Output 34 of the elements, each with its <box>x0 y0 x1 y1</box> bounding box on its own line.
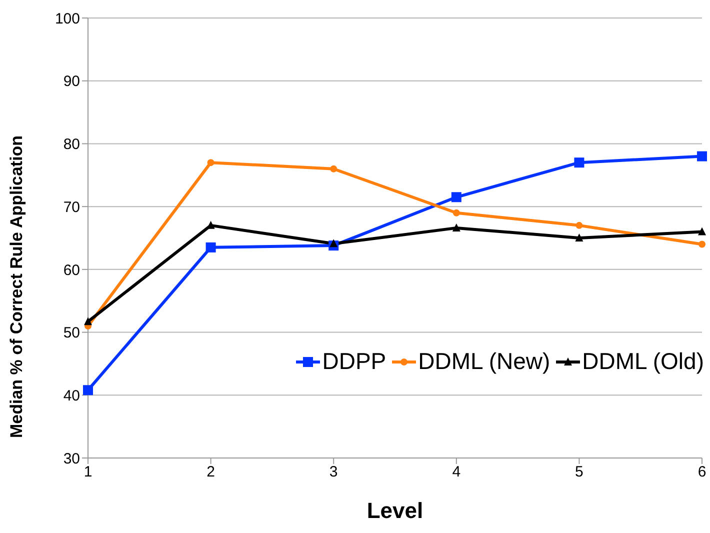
point <box>451 192 462 202</box>
point <box>576 222 583 229</box>
x-tick-label: 1 <box>84 464 92 481</box>
point <box>330 165 338 172</box>
y-tick-label: 60 <box>63 262 80 279</box>
y-tick-label: 50 <box>63 324 80 342</box>
point <box>452 209 460 216</box>
x-tick-label: 4 <box>452 464 461 481</box>
point <box>452 223 460 232</box>
point <box>698 240 706 248</box>
y-tick-label: 30 <box>63 450 80 468</box>
legend-label: DDML (Old) <box>582 348 704 375</box>
point <box>206 242 216 252</box>
x-tick-label: 6 <box>698 464 706 481</box>
y-tick-label: 90 <box>63 73 80 90</box>
y-tick-label: 70 <box>63 198 80 216</box>
y-tick-label: 40 <box>63 387 80 404</box>
x-tick-label: 5 <box>575 464 584 481</box>
x-tick-label: 2 <box>206 464 215 481</box>
point <box>84 317 92 326</box>
legend-label: DDML (New) <box>418 348 550 375</box>
point <box>575 234 584 242</box>
y-tick-label: 100 <box>54 10 80 28</box>
point <box>698 227 706 236</box>
x-axis-title: Level <box>366 498 424 523</box>
point <box>697 151 707 162</box>
point <box>330 239 338 248</box>
point <box>207 159 214 166</box>
point <box>83 385 93 396</box>
x-tick-label: 3 <box>329 464 338 481</box>
legend-label: DDPP <box>322 348 386 375</box>
y-tick-label: 80 <box>63 136 80 154</box>
point <box>574 158 584 168</box>
y-axis-title: Median % of Correct Rule Application <box>7 135 26 438</box>
